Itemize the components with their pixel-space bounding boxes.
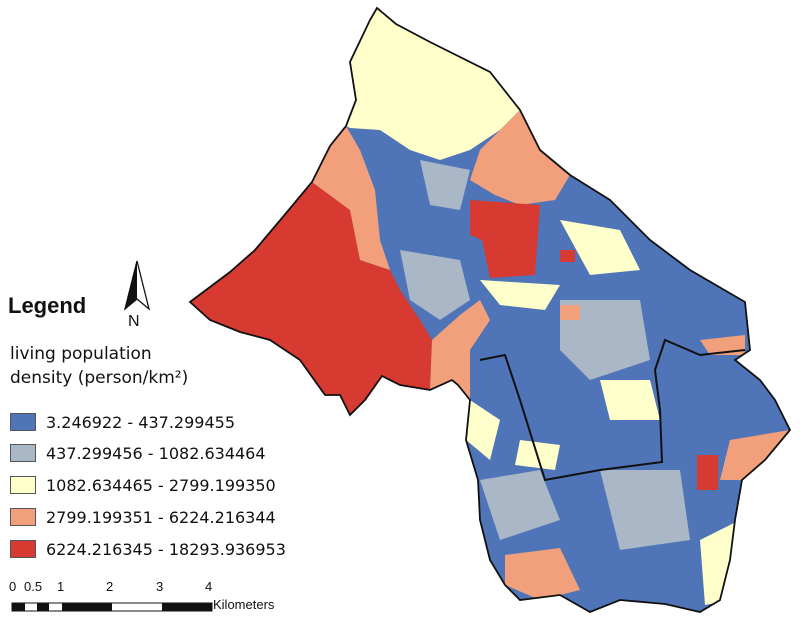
scale-unit-label: Kilometers — [213, 597, 275, 612]
region-south-mid — [505, 548, 580, 600]
legend-swatch-class-4 — [10, 508, 36, 526]
region-grey-3 — [600, 470, 690, 550]
region-north-low — [346, 8, 520, 160]
scale-tick-label: 1 — [57, 579, 65, 594]
legend-swatch-class-3 — [10, 476, 36, 494]
scale-tick-label: 4 — [205, 579, 213, 594]
legend-swatch-class-1 — [10, 413, 36, 431]
scale-tick-label: 3 — [156, 579, 164, 594]
legend-swatch-class-2 — [10, 444, 36, 462]
legend-subtitle-line1: living population — [10, 344, 152, 364]
legend-label: 3.246922 - 437.299455 — [46, 412, 235, 432]
region-southwest-mid — [430, 300, 490, 400]
district-outline — [479, 338, 746, 482]
region-west-high — [190, 182, 432, 415]
north-arrow-label: N — [128, 313, 140, 330]
region-yellow-6 — [466, 400, 500, 460]
legend-label: 1082.634465 - 2799.199350 — [46, 475, 276, 495]
region-east-mid — [720, 430, 790, 480]
legend-item: 6224.216345 - 18293.936953 — [10, 538, 286, 560]
region-grey-1 — [400, 250, 470, 320]
scale-tick-label: 0.5 — [24, 579, 43, 594]
region-ne-mid-2 — [700, 335, 745, 355]
region-yellow-1 — [480, 280, 560, 310]
scale-tick-label: 0 — [9, 579, 17, 594]
legend-item: 437.299456 - 1082.634464 — [10, 442, 266, 464]
legend-label: 6224.216345 - 18293.936953 — [46, 539, 286, 559]
region-west-mid — [312, 126, 390, 270]
region-yellow-4 — [560, 220, 640, 275]
legend-swatch-class-5 — [10, 540, 36, 558]
region-central-high — [470, 200, 540, 278]
region-northeast-mid — [470, 110, 570, 205]
city-outline — [188, 6, 792, 613]
legend-item: 2799.199351 - 6224.216344 — [10, 506, 276, 528]
region-speck-1 — [560, 250, 575, 262]
scale-bar — [11, 602, 213, 612]
legend-label: 437.299456 - 1082.634464 — [46, 443, 266, 463]
region-yellow-2 — [600, 380, 660, 420]
region-speck-2 — [560, 305, 580, 320]
north-arrow-icon — [123, 260, 151, 311]
region-grey-5 — [420, 160, 470, 210]
legend-label: 2799.199351 - 6224.216344 — [46, 507, 276, 527]
legend-subtitle-line2: density (person/km²) — [10, 368, 189, 388]
legend-item: 3.246922 - 437.299455 — [10, 411, 235, 433]
region-grey-4 — [480, 470, 560, 540]
legend-item: 1082.634465 - 2799.199350 — [10, 474, 276, 496]
region-grey-2 — [560, 300, 650, 380]
region-east-high — [697, 455, 718, 490]
legend-title: Legend — [8, 293, 87, 318]
scale-tick-label: 2 — [106, 579, 114, 594]
